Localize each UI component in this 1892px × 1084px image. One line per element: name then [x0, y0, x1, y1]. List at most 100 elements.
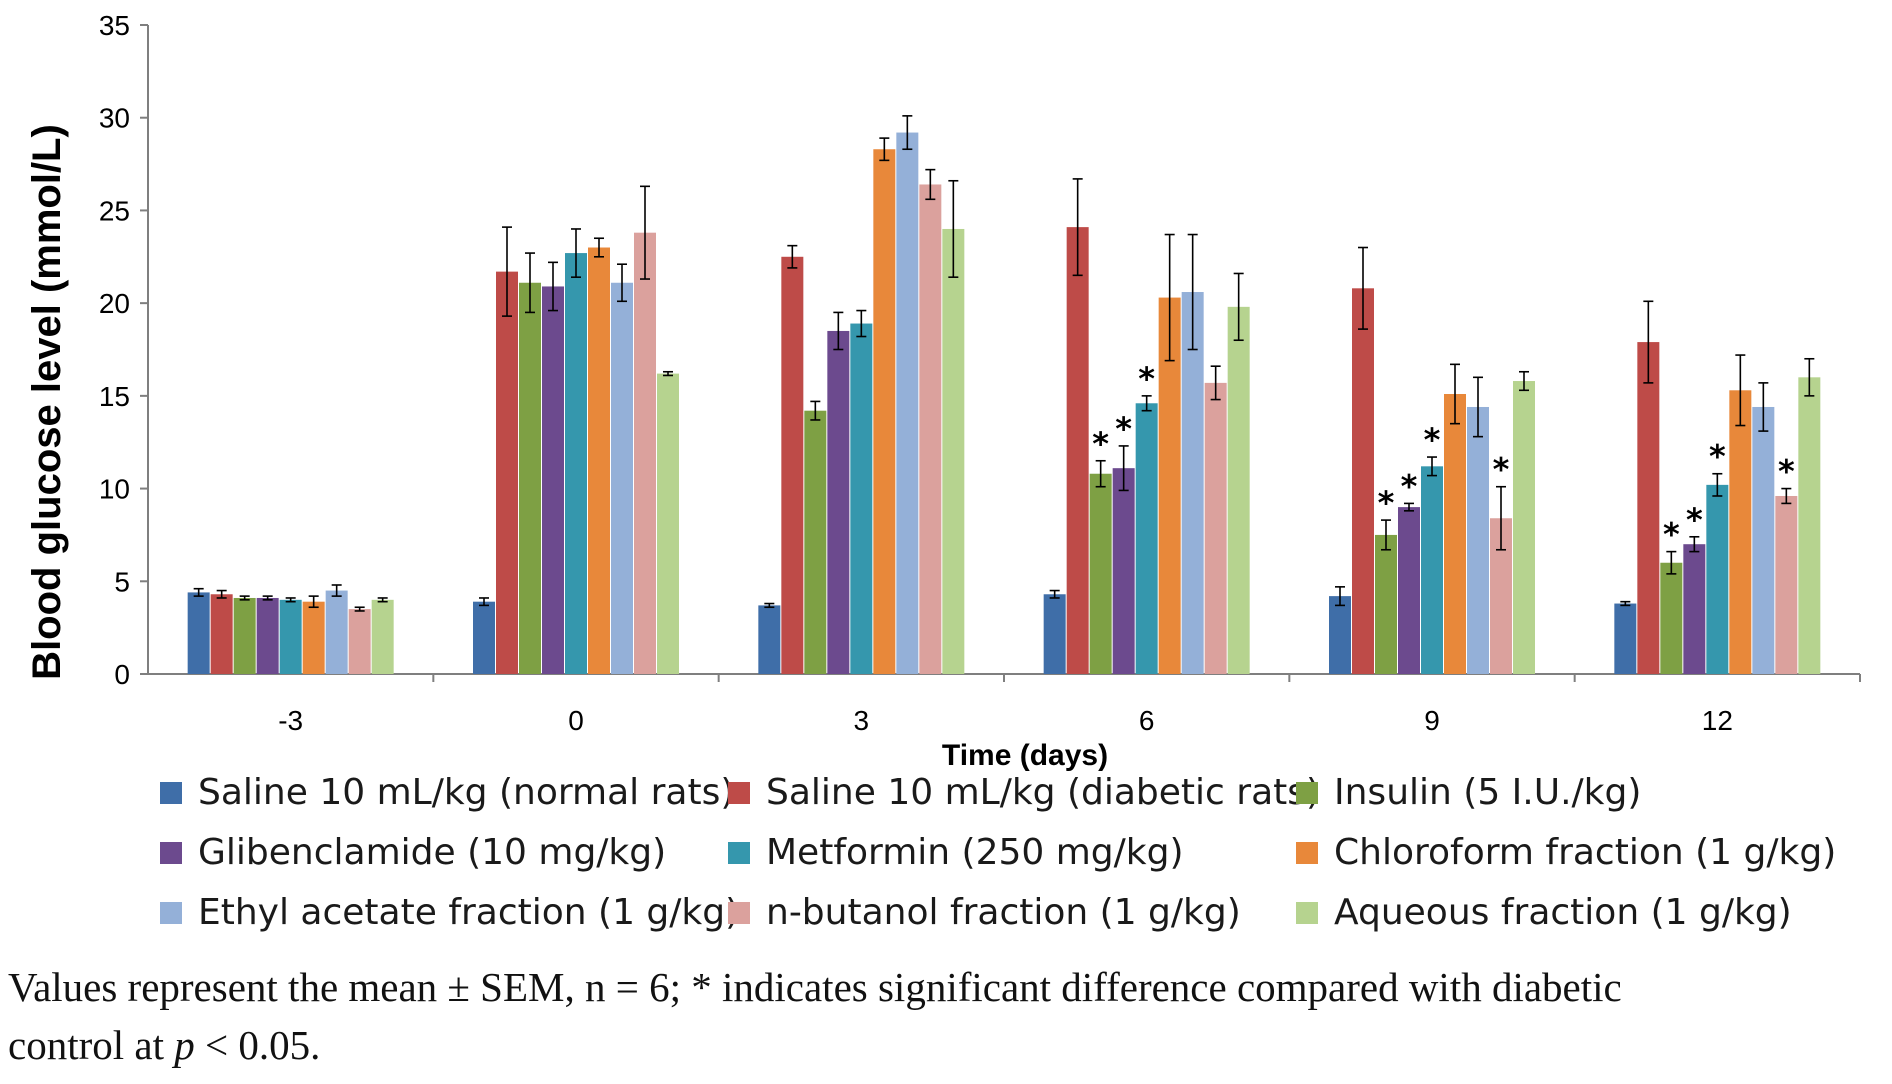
- legend-item: Insulin (5 I.U./kg): [1296, 772, 1641, 813]
- legend-label: Metformin (250 mg/kg): [766, 832, 1184, 873]
- bar: [1329, 596, 1351, 674]
- bar: [1043, 594, 1066, 674]
- legend-label: Insulin (5 I.U./kg): [1334, 772, 1642, 813]
- bar: [496, 271, 518, 674]
- legend-swatch: [160, 781, 182, 804]
- bar: [873, 149, 896, 675]
- bar: [588, 247, 610, 674]
- bar: [1181, 292, 1204, 674]
- legend: Saline 10 mL/kg (normal rats) Saline 10 m…: [160, 772, 1880, 952]
- y-tick-label: 15: [99, 381, 130, 412]
- bar: [1752, 406, 1775, 674]
- legend-item: Aqueous fraction (1 g/kg): [1296, 892, 1792, 933]
- significance-asterisk: *: [1686, 501, 1703, 539]
- legend-label: Aqueous fraction (1 g/kg): [1334, 892, 1792, 933]
- legend-label: Chloroform fraction (1 g/kg): [1334, 832, 1837, 873]
- y-tick-label: 35: [99, 10, 130, 41]
- y-axis-label: Blood glucose level (mmol/L): [25, 124, 69, 680]
- legend-label: Ethyl acetate fraction (1 g/kg): [198, 892, 740, 933]
- bar: [634, 232, 656, 674]
- significance-asterisk: *: [1709, 438, 1726, 476]
- axes: [140, 24, 1861, 682]
- x-tick-label: 0: [568, 705, 584, 736]
- bar: [1352, 288, 1374, 674]
- bar: [1112, 468, 1135, 674]
- bar: [1706, 484, 1729, 674]
- caption-line-2-pre: control at: [8, 1022, 175, 1068]
- x-axis-label: Time (days): [942, 739, 1108, 772]
- legend-item: Ethyl acetate fraction (1 g/kg): [160, 892, 739, 933]
- legend-swatch: [1296, 901, 1318, 924]
- significance-asterisk: *: [1115, 410, 1132, 448]
- bar: [781, 256, 804, 674]
- bar: [919, 184, 942, 674]
- bar: [348, 609, 371, 674]
- legend-item: Metformin (250 mg/kg): [728, 832, 1184, 873]
- legend-item: Chloroform fraction (1 g/kg): [1296, 832, 1836, 873]
- significance-asterisk: *: [1401, 467, 1418, 505]
- significance-asterisk: *: [1663, 516, 1680, 554]
- bar: [1513, 381, 1535, 674]
- bar: [1421, 466, 1443, 674]
- bar: [942, 228, 965, 674]
- bar: [1683, 544, 1706, 674]
- significance-asterisk: *: [1493, 451, 1510, 489]
- bar: [1729, 390, 1752, 674]
- bar: [325, 590, 348, 674]
- legend-label: Saline 10 mL/kg (diabetic rats): [766, 772, 1321, 813]
- legend-swatch: [160, 841, 182, 864]
- bar: [1227, 306, 1250, 674]
- bar: [1798, 377, 1821, 674]
- caption-p-symbol: p: [174, 1022, 195, 1068]
- bar: [804, 410, 827, 674]
- bar: [1066, 227, 1089, 675]
- bar: [850, 323, 873, 674]
- significance-asterisk: *: [1778, 453, 1795, 491]
- bar: [1660, 562, 1683, 674]
- legend-label: n-butanol fraction (1 g/kg): [766, 892, 1241, 933]
- x-tick-label: 9: [1424, 705, 1440, 736]
- bar: [1444, 394, 1466, 674]
- legend-swatch: [1296, 781, 1318, 804]
- bar: [1089, 473, 1112, 674]
- significance-asterisk: *: [1424, 421, 1441, 459]
- bar: [1204, 382, 1227, 674]
- y-tick-label: 30: [99, 103, 130, 134]
- x-tick-label: 3: [854, 705, 870, 736]
- x-tick-label: -3: [278, 705, 303, 736]
- legend-swatch: [1296, 841, 1318, 864]
- bar: [519, 282, 541, 674]
- bar: [1614, 603, 1637, 674]
- y-tick-label: 25: [99, 195, 130, 226]
- bar: [1467, 406, 1489, 674]
- bar: [473, 601, 495, 674]
- tick-labels: 0 5 10 15 20 25 30 35 -3 0 3 6 9 12: [99, 10, 1733, 736]
- y-tick-label: 5: [114, 566, 130, 597]
- bar: [896, 132, 919, 674]
- bar: [233, 597, 256, 674]
- bar: [611, 282, 633, 674]
- bar: [279, 599, 302, 674]
- bar: [1490, 518, 1512, 674]
- legend-label: Saline 10 mL/kg (normal rats): [198, 772, 735, 813]
- legend-item: n-butanol fraction (1 g/kg): [728, 892, 1241, 933]
- significance-asterisk: *: [1138, 360, 1155, 398]
- legend-swatch: [160, 901, 182, 924]
- bar: [565, 253, 587, 674]
- y-tick-label: 0: [114, 659, 130, 690]
- bar: [1637, 342, 1660, 674]
- significance-asterisk: *: [1092, 425, 1109, 463]
- bar: [1775, 495, 1798, 674]
- legend-swatch: [728, 901, 750, 924]
- figure-caption: Values represent the mean ± SEM, n = 6; …: [8, 958, 1888, 1074]
- bar: [827, 330, 850, 674]
- caption-line-2-post: < 0.05.: [194, 1022, 321, 1068]
- bar: [657, 373, 679, 674]
- x-tick-label: 6: [1139, 705, 1155, 736]
- error-bars: [193, 115, 1815, 612]
- legend-item: Saline 10 mL/kg (normal rats): [160, 772, 734, 813]
- bar: [1135, 403, 1158, 674]
- legend-item: Saline 10 mL/kg (diabetic rats): [728, 772, 1320, 813]
- legend-label: Glibenclamide (10 mg/kg): [198, 832, 667, 873]
